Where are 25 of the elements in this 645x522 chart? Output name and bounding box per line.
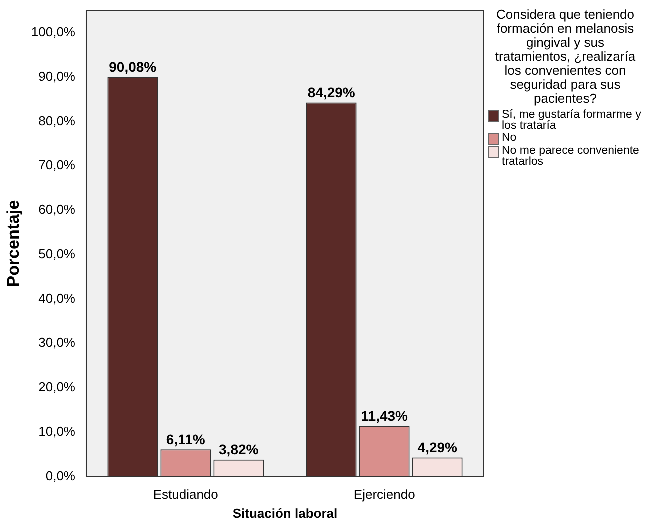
data-label: 3,82% <box>219 442 260 458</box>
data-label: 84,29% <box>308 84 356 101</box>
y-tick-label: 40,0% <box>38 290 76 306</box>
data-label: 6,11% <box>166 432 206 448</box>
legend-title: Considera que teniendo formación en melanosis gingival y sus tratamientos, ¿realizaría los convenientes con seguridad para sus pacientes? <box>494 7 637 106</box>
y-tick-label: 100,0% <box>31 24 76 40</box>
y-tick-label: 10,0% <box>38 424 76 439</box>
x-axis-title: Situación laboral <box>232 506 338 521</box>
y-tick-label: 80,0% <box>38 113 76 128</box>
y-tick-label: 0,0% <box>46 468 76 484</box>
x-tick-label: Ejerciendo <box>354 487 416 502</box>
data-label: 4,29% <box>418 440 458 456</box>
y-tick-label: 90,0% <box>38 68 76 84</box>
y-tick-label: 50,0% <box>38 246 76 262</box>
y-tick-label: 20,0% <box>38 380 76 395</box>
y-tick-label: 70,0% <box>38 158 76 173</box>
y-tick-label: 30,0% <box>38 335 76 350</box>
y-axis-title: Porcentaje <box>4 200 23 288</box>
legend-label: Sí, me gustaría formarme y los trataría <box>502 109 642 132</box>
x-tick-label: Estudiando <box>153 487 218 502</box>
data-label: 11,43% <box>361 408 409 424</box>
data-label: 90,08% <box>109 58 158 75</box>
text: No me parece conveniente tratarlos <box>502 145 640 168</box>
y-tick-label: 60,0% <box>38 202 76 218</box>
legend-label: No <box>502 132 517 144</box>
